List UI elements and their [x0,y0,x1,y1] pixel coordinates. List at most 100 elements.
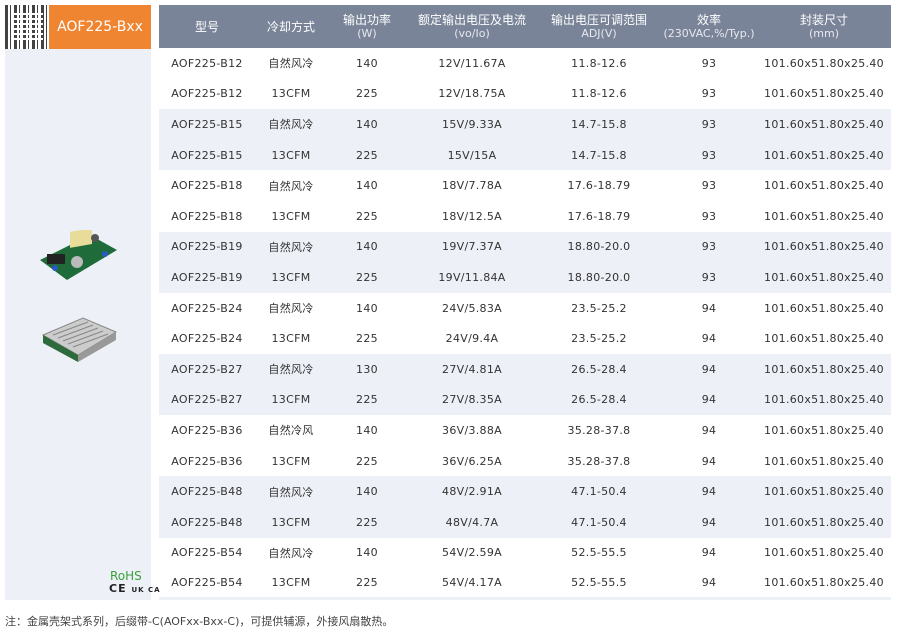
table-row: AOF225-B15 13CFM 225 15V/15A 14.7-15.8 93 101.… [159,139,891,171]
table-cell: AOF225-B12 [171,56,243,70]
table-cell: 自然风冷 [268,57,314,71]
column-header: 额定输出电压及电流 (vo/Io) [407,5,537,48]
table-cell: 93 [701,56,717,70]
table-row: AOF225-B27 自然风冷 130 27V/4.81A 26.5-28.4 94 101… [159,353,891,385]
table-cell: AOF225-B54 [171,546,243,560]
table-cell: 101.60x51.80x25.40 [764,56,884,70]
table-row: AOF225-B19 13CFM 225 19V/11.84A 18.80-20.0 93… [159,262,891,293]
table-cell: 94 [701,423,717,437]
table-cell: 225 [327,384,407,416]
table-row: AOF225-B48 自然风冷 140 48V/2.91A 47.1-50.4 94 101… [159,476,891,507]
ce-ukca-marks: CE UK CA [109,582,161,595]
table-cell: 101.60x51.80x25.40 [757,139,891,171]
table-cell: 19V/11.84A [407,262,537,293]
table-row: AOF225-B12 13CFM 225 12V/18.75A 11.8-12.6 93 1… [159,79,891,110]
table-row: AOF225-B48 13CFM 225 48V/4.7A 47.1-50.4 94 101… [159,506,891,538]
table-cell: AOF225-B15 [159,139,255,171]
table-cell: 101.60x51.80x25.40 [757,384,891,416]
table-cell: 93 [701,87,717,101]
column-title: 冷却方式 [266,19,315,34]
table-cell: 93 [661,109,757,140]
table-cell: 94 [661,384,757,416]
table-cell: 自然风冷 [255,231,327,263]
table-cell: 101.60x51.80x25.40 [757,109,891,140]
column-unit: (mm) [808,26,839,40]
table-cell: 15V/9.33A [407,109,537,140]
table-cell: 94 [661,506,757,538]
column-header: 型号 [159,5,255,48]
table-cell: 94 [701,546,717,560]
table-cell: 140 [356,301,378,315]
table-cell: 35.28-37.8 [567,423,631,437]
table-cell: 101.60x51.80x25.40 [757,262,891,293]
column-title: 封装尺寸 [799,12,848,27]
column-title: 型号 [194,19,219,34]
table-cell: 17.6-18.79 [567,209,631,223]
table-cell: 130 [327,353,407,385]
table-cell: AOF225-B19 [159,262,255,293]
table-cell: 94 [701,454,717,468]
column-header: 冷却方式 [255,5,327,48]
table-cell: 26.5-28.4 [537,353,661,385]
table-cell: AOF225-B24 [171,301,243,315]
table-cell: 24V/5.83A [442,301,502,315]
table-cell: 101.60x51.80x25.40 [764,301,884,315]
table-cell: 自然风冷 [255,476,327,507]
table-cell: 94 [661,568,757,601]
table-cell: AOF225-B18 [171,179,243,193]
table-row: AOF225-B27 13CFM 225 27V/8.35A 26.5-28.4 94 10… [159,384,891,416]
table-cell: AOF225-B48 [159,506,255,538]
table-cell: 自然风冷 [255,109,327,140]
table-cell: 101.60x51.80x25.40 [764,179,884,193]
table-cell: 225 [327,139,407,171]
table-row: AOF225-B24 13CFM 225 24V/9.4A 23.5-25.2 94 101… [159,323,891,354]
table-cell: 101.60x51.80x25.40 [764,454,884,468]
table-cell: 54V/4.17A [407,568,537,601]
table-cell: 13CFM [255,506,327,538]
column-header: 效率 (230VAC,%/Typ.) [661,5,757,48]
table-cell: 93 [701,179,717,193]
table-cell: 140 [356,179,378,193]
table-cell: 140 [327,231,407,263]
table-cell: 93 [661,262,757,293]
table-row: AOF225-B36 自然冷风 140 36V/3.88A 35.28-37.8 94 10… [159,415,891,446]
table-cell: 24V/9.4A [445,332,499,346]
table-row: AOF225-B24 自然风冷 140 24V/5.83A 23.5-25.2 94 101… [159,293,891,324]
table-cell: 26.5-28.4 [537,384,661,416]
table-cell: 101.60x51.80x25.40 [757,476,891,507]
table-cell: 140 [327,476,407,507]
table-cell: 自然风冷 [268,546,314,560]
table-cell: 13CFM [271,87,311,101]
table-cell: 18V/12.5A [442,209,502,223]
table-cell: 93 [661,139,757,171]
table-cell: 225 [327,568,407,601]
table-cell: AOF225-B27 [159,353,255,385]
column-title: 额定输出电压及电流 [417,12,526,27]
table-cell: AOF225-B12 [171,87,243,101]
table-cell: AOF225-B54 [159,568,255,601]
table-cell: 18V/7.78A [442,179,502,193]
table-cell: 225 [356,209,378,223]
table-cell: 48V/2.91A [407,476,537,507]
table-cell: AOF225-B18 [171,209,243,223]
table-cell: 14.7-15.8 [537,109,661,140]
table-row: AOF225-B54 自然风冷 140 54V/2.59A 52.5-55.5 94 101… [159,538,891,569]
column-title: 效率 [696,12,721,27]
table-cell: 自然风冷 [268,179,314,193]
table-cell: 101.60x51.80x25.40 [757,353,891,385]
column-header: 封装尺寸 (mm) [757,5,891,48]
table-cell: 225 [327,262,407,293]
table-row: AOF225-B19 自然风冷 140 19V/7.37A 18.80-20.0 93 10… [159,231,891,263]
column-header: 输出功率 (W) [327,5,407,48]
table-cell: 11.8-12.6 [571,56,627,70]
table-cell: 15V/15A [407,139,537,171]
table-cell: 225 [327,506,407,538]
table-row: AOF225-B15 自然风冷 140 15V/9.33A 14.7-15.8 93 101… [159,109,891,140]
column-title: 输出电压可调范围 [550,12,647,27]
table-cell: AOF225-B48 [159,476,255,507]
table-cell: 自然风冷 [268,302,314,316]
table-cell: 自然风冷 [255,353,327,385]
rohs-mark: RoHS [110,569,142,583]
table-cell: 17.6-18.79 [567,179,631,193]
table-cell: 101.60x51.80x25.40 [764,209,884,223]
